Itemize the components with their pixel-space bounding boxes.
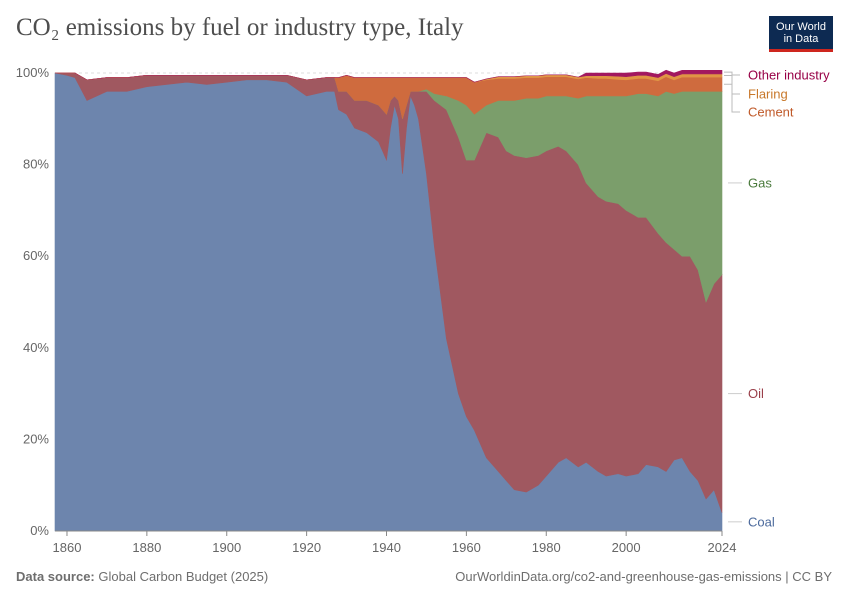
logo-line-2: in Data xyxy=(783,33,819,45)
area-other-industry xyxy=(55,69,723,83)
x-tick-label: 1920 xyxy=(292,540,321,555)
y-tick-label: 100% xyxy=(16,65,50,80)
stacked-area-chart[interactable]: 0% 20% 40% 60% 80% 100% 1860 1880 1900 1920 1940 19… xyxy=(0,0,850,560)
legend: Coal Oil Gas Cement Flaring Other industry xyxy=(724,68,830,529)
legend-label-cement: Cement xyxy=(748,105,794,120)
source-url-license[interactable]: OurWorldinData.org/co2-and-greenhouse-ga… xyxy=(455,569,832,584)
chart-title: CO₂ emissions by fuel or industry type, … xyxy=(16,14,464,41)
legend-label-gas: Gas xyxy=(748,175,772,190)
axes: 0% 20% 40% 60% 80% 100% 1860 1880 1900 1920 1940 19… xyxy=(16,65,737,555)
x-tick-label: 1860 xyxy=(53,540,82,555)
owid-logo[interactable]: Our World in Data xyxy=(769,16,833,52)
y-tick-label: 60% xyxy=(23,248,49,263)
legend-connector-cement xyxy=(724,83,740,113)
data-source-label: Data source: xyxy=(16,569,95,584)
y-tick-label: 40% xyxy=(23,340,49,355)
logo-line-1: Our World xyxy=(776,21,826,33)
x-tick-label: 2000 xyxy=(612,540,641,555)
x-tick-label: 1900 xyxy=(212,540,241,555)
x-tick-label: 1880 xyxy=(132,540,161,555)
legend-label-oil: Oil xyxy=(748,386,764,401)
legend-connector-other-industry xyxy=(724,71,740,76)
legend-connector-flaring xyxy=(724,75,740,95)
legend-label-other-industry: Other industry xyxy=(748,68,830,83)
x-tick-label: 2024 xyxy=(708,540,737,555)
x-tick-label: 1960 xyxy=(452,540,481,555)
y-tick-label: 20% xyxy=(23,431,49,446)
legend-label-flaring: Flaring xyxy=(748,87,788,102)
data-source: Data source: Global Carbon Budget (2025) xyxy=(16,569,268,584)
legend-label-coal: Coal xyxy=(748,514,775,529)
area-series-group xyxy=(54,69,723,532)
data-source-value: Global Carbon Budget (2025) xyxy=(98,569,269,584)
y-tick-label: 0% xyxy=(30,523,49,538)
x-tick-label: 1980 xyxy=(532,540,561,555)
y-tick-label: 80% xyxy=(23,157,49,172)
x-tick-label: 1940 xyxy=(372,540,401,555)
